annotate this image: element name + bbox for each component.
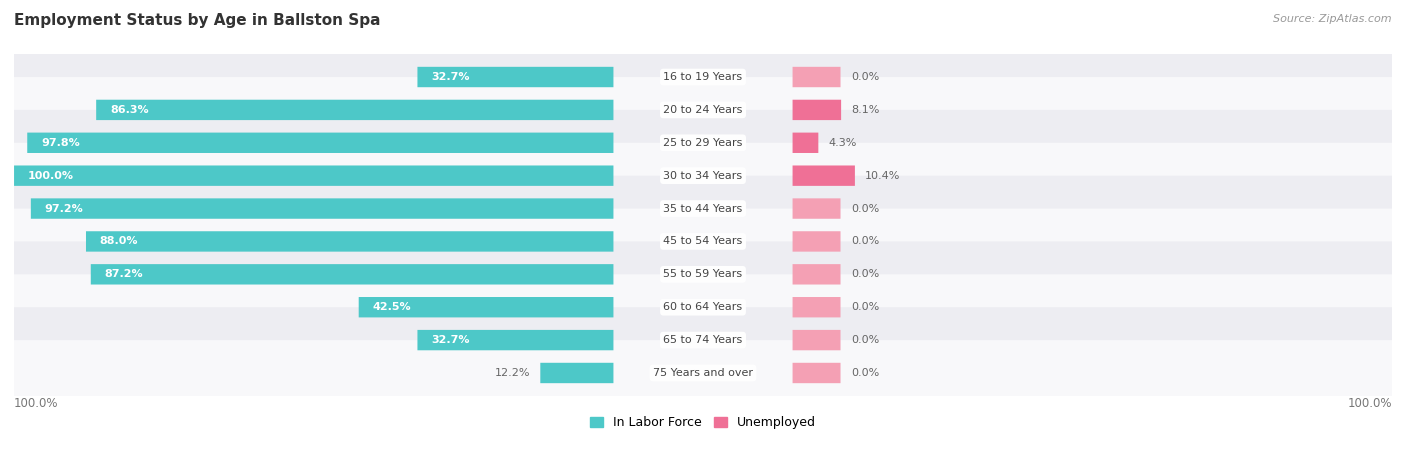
FancyBboxPatch shape	[793, 67, 841, 87]
FancyBboxPatch shape	[7, 340, 1399, 406]
Text: 0.0%: 0.0%	[851, 203, 879, 214]
Text: 16 to 19 Years: 16 to 19 Years	[664, 72, 742, 82]
Text: 0.0%: 0.0%	[851, 302, 879, 312]
Text: 32.7%: 32.7%	[432, 335, 470, 345]
FancyBboxPatch shape	[793, 133, 818, 153]
Text: 20 to 24 Years: 20 to 24 Years	[664, 105, 742, 115]
FancyBboxPatch shape	[7, 307, 1399, 373]
FancyBboxPatch shape	[7, 44, 1399, 110]
Text: 12.2%: 12.2%	[495, 368, 530, 378]
FancyBboxPatch shape	[7, 176, 1399, 242]
FancyBboxPatch shape	[793, 330, 841, 350]
Text: 10.4%: 10.4%	[865, 171, 901, 180]
Text: 0.0%: 0.0%	[851, 270, 879, 279]
FancyBboxPatch shape	[793, 166, 855, 186]
Text: 25 to 29 Years: 25 to 29 Years	[664, 138, 742, 148]
Text: 75 Years and over: 75 Years and over	[652, 368, 754, 378]
Text: 97.2%: 97.2%	[45, 203, 83, 214]
Text: 0.0%: 0.0%	[851, 335, 879, 345]
Text: 65 to 74 Years: 65 to 74 Years	[664, 335, 742, 345]
Text: 4.3%: 4.3%	[828, 138, 858, 148]
FancyBboxPatch shape	[418, 67, 613, 87]
Text: 0.0%: 0.0%	[851, 236, 879, 247]
Text: 30 to 34 Years: 30 to 34 Years	[664, 171, 742, 180]
FancyBboxPatch shape	[793, 264, 841, 284]
FancyBboxPatch shape	[793, 297, 841, 317]
Text: 32.7%: 32.7%	[432, 72, 470, 82]
Text: 100.0%: 100.0%	[1347, 396, 1392, 410]
FancyBboxPatch shape	[14, 166, 613, 186]
Text: 100.0%: 100.0%	[28, 171, 75, 180]
FancyBboxPatch shape	[793, 363, 841, 383]
FancyBboxPatch shape	[7, 110, 1399, 176]
Text: 87.2%: 87.2%	[104, 270, 143, 279]
Text: Employment Status by Age in Ballston Spa: Employment Status by Age in Ballston Spa	[14, 14, 381, 28]
Text: 55 to 59 Years: 55 to 59 Years	[664, 270, 742, 279]
FancyBboxPatch shape	[7, 143, 1399, 208]
FancyBboxPatch shape	[91, 264, 613, 284]
FancyBboxPatch shape	[7, 208, 1399, 274]
FancyBboxPatch shape	[27, 133, 613, 153]
FancyBboxPatch shape	[7, 77, 1399, 143]
Legend: In Labor Force, Unemployed: In Labor Force, Unemployed	[585, 411, 821, 434]
FancyBboxPatch shape	[793, 198, 841, 219]
FancyBboxPatch shape	[359, 297, 613, 317]
Text: 97.8%: 97.8%	[41, 138, 80, 148]
Text: 88.0%: 88.0%	[100, 236, 138, 247]
FancyBboxPatch shape	[7, 242, 1399, 307]
Text: 86.3%: 86.3%	[110, 105, 149, 115]
Text: 0.0%: 0.0%	[851, 72, 879, 82]
Text: 100.0%: 100.0%	[14, 396, 59, 410]
FancyBboxPatch shape	[86, 231, 613, 252]
Text: 60 to 64 Years: 60 to 64 Years	[664, 302, 742, 312]
FancyBboxPatch shape	[793, 231, 841, 252]
Text: 42.5%: 42.5%	[373, 302, 411, 312]
Text: 45 to 54 Years: 45 to 54 Years	[664, 236, 742, 247]
FancyBboxPatch shape	[96, 100, 613, 120]
Text: 8.1%: 8.1%	[852, 105, 880, 115]
FancyBboxPatch shape	[418, 330, 613, 350]
FancyBboxPatch shape	[540, 363, 613, 383]
Text: 0.0%: 0.0%	[851, 368, 879, 378]
FancyBboxPatch shape	[7, 274, 1399, 340]
FancyBboxPatch shape	[31, 198, 613, 219]
Text: 35 to 44 Years: 35 to 44 Years	[664, 203, 742, 214]
Text: Source: ZipAtlas.com: Source: ZipAtlas.com	[1274, 14, 1392, 23]
FancyBboxPatch shape	[793, 100, 841, 120]
